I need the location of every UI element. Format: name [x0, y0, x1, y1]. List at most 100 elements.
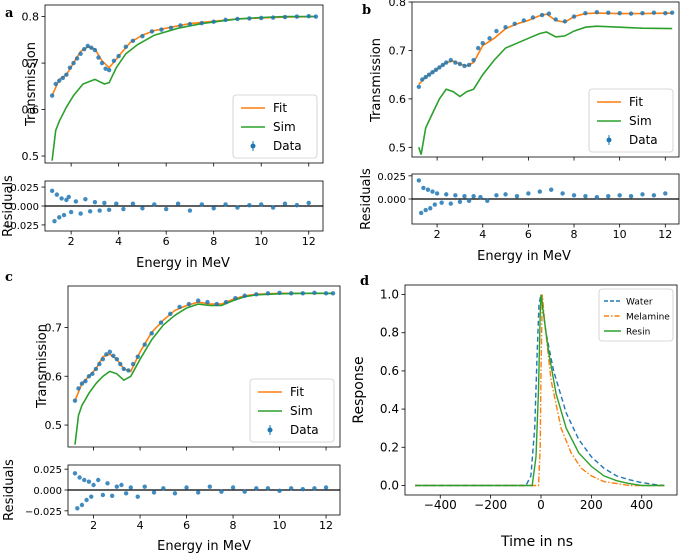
- y-tick-label: 0.025: [10, 183, 39, 194]
- data-point: [54, 192, 60, 197]
- data-point: [214, 301, 219, 307]
- data-point: [78, 211, 83, 216]
- data-point: [123, 491, 129, 496]
- x-tick-label: 12: [658, 228, 672, 241]
- data-point: [546, 11, 552, 16]
- data-point: [140, 33, 145, 39]
- data-point: [199, 202, 205, 207]
- x-tick-label: 6: [525, 228, 532, 241]
- data-point: [161, 486, 166, 491]
- data-point: [187, 21, 193, 27]
- data-point: [59, 196, 64, 201]
- data-point: [471, 57, 476, 63]
- legend: [232, 94, 318, 159]
- y-tick-label: 0.2: [380, 440, 399, 454]
- panel-label-b: b: [362, 3, 371, 18]
- data-point: [537, 189, 542, 194]
- data-point: [60, 75, 66, 81]
- data-point: [72, 398, 78, 403]
- data-point: [159, 27, 164, 32]
- data-point: [77, 475, 82, 480]
- data-point: [86, 479, 92, 484]
- x-tick-label: −400: [424, 498, 457, 512]
- data-point: [76, 386, 81, 391]
- data-point: [330, 291, 336, 296]
- y-axis-label: Response: [351, 356, 367, 423]
- legend-label: Data: [273, 139, 302, 153]
- data-point: [571, 14, 577, 19]
- data-point: [100, 356, 106, 362]
- data-point: [628, 194, 634, 199]
- data-point: [594, 194, 600, 200]
- data-point: [121, 366, 126, 372]
- data-point: [306, 13, 311, 19]
- plot-area-main-c: [67, 285, 341, 448]
- data-point: [549, 187, 554, 192]
- data-point: [135, 354, 140, 359]
- x-tick-label: 0: [537, 498, 545, 512]
- x-tick-label: 6: [183, 519, 190, 532]
- x-axis-label: Energy in MeV: [477, 249, 571, 264]
- y-tick-label: 0.7: [389, 44, 407, 57]
- data-point: [187, 208, 193, 213]
- x-axis-label: Energy in MeV: [136, 256, 230, 271]
- data-point: [323, 291, 329, 296]
- x-axis-label: Energy in MeV: [157, 539, 251, 554]
- data-point: [158, 320, 164, 325]
- y-axis-label: Transmission: [24, 42, 39, 127]
- y-tick-label: 0.6: [380, 364, 399, 378]
- data-point: [83, 196, 88, 202]
- legend-label: Sim: [629, 114, 652, 128]
- data-point: [242, 293, 247, 298]
- data-point: [72, 471, 78, 476]
- data-point: [462, 194, 467, 199]
- data-point: [457, 199, 463, 204]
- data-point: [640, 10, 645, 16]
- data-point: [223, 299, 229, 305]
- series-melamine-line: [415, 294, 665, 487]
- data-point: [71, 60, 76, 66]
- data-point: [453, 193, 458, 198]
- x-tick-label: 10: [254, 235, 268, 248]
- data-point: [651, 193, 657, 198]
- data-point: [247, 16, 252, 21]
- data-point: [418, 210, 424, 216]
- x-tick-label: 10: [273, 519, 287, 532]
- data-point: [423, 207, 428, 213]
- data-point: [628, 11, 634, 16]
- data-point: [87, 209, 93, 214]
- data-point: [74, 56, 80, 61]
- data-point: [85, 43, 90, 49]
- x-tick-label: 400: [630, 498, 653, 512]
- data-point: [142, 342, 147, 347]
- data-point: [312, 290, 317, 296]
- data-point: [235, 16, 240, 22]
- data-point: [96, 477, 101, 483]
- data-point: [288, 486, 294, 491]
- data-point: [111, 353, 116, 358]
- residual-points: [49, 188, 311, 224]
- data-point: [265, 486, 271, 491]
- x-tick-label: −200: [474, 498, 507, 512]
- data-point: [102, 200, 107, 206]
- y-tick-label: 0.025: [377, 172, 406, 183]
- data-point: [92, 200, 98, 205]
- data-point: [277, 488, 282, 494]
- data-point: [663, 10, 668, 16]
- data-point: [64, 72, 69, 77]
- data-point: [199, 20, 205, 26]
- y-tick-label: 0.7: [45, 321, 63, 334]
- data-point: [312, 486, 317, 491]
- data-point: [93, 366, 99, 372]
- data-point: [114, 201, 119, 206]
- plot-area-main-a: [44, 4, 324, 164]
- data-point: [448, 201, 453, 206]
- data-point: [421, 185, 426, 191]
- x-tick-label: 4: [479, 228, 486, 241]
- data-point: [606, 10, 611, 15]
- data-point: [211, 206, 216, 211]
- data-point: [84, 497, 89, 503]
- data-point: [130, 361, 136, 367]
- data-point: [457, 61, 463, 67]
- series-data-points: [72, 290, 336, 403]
